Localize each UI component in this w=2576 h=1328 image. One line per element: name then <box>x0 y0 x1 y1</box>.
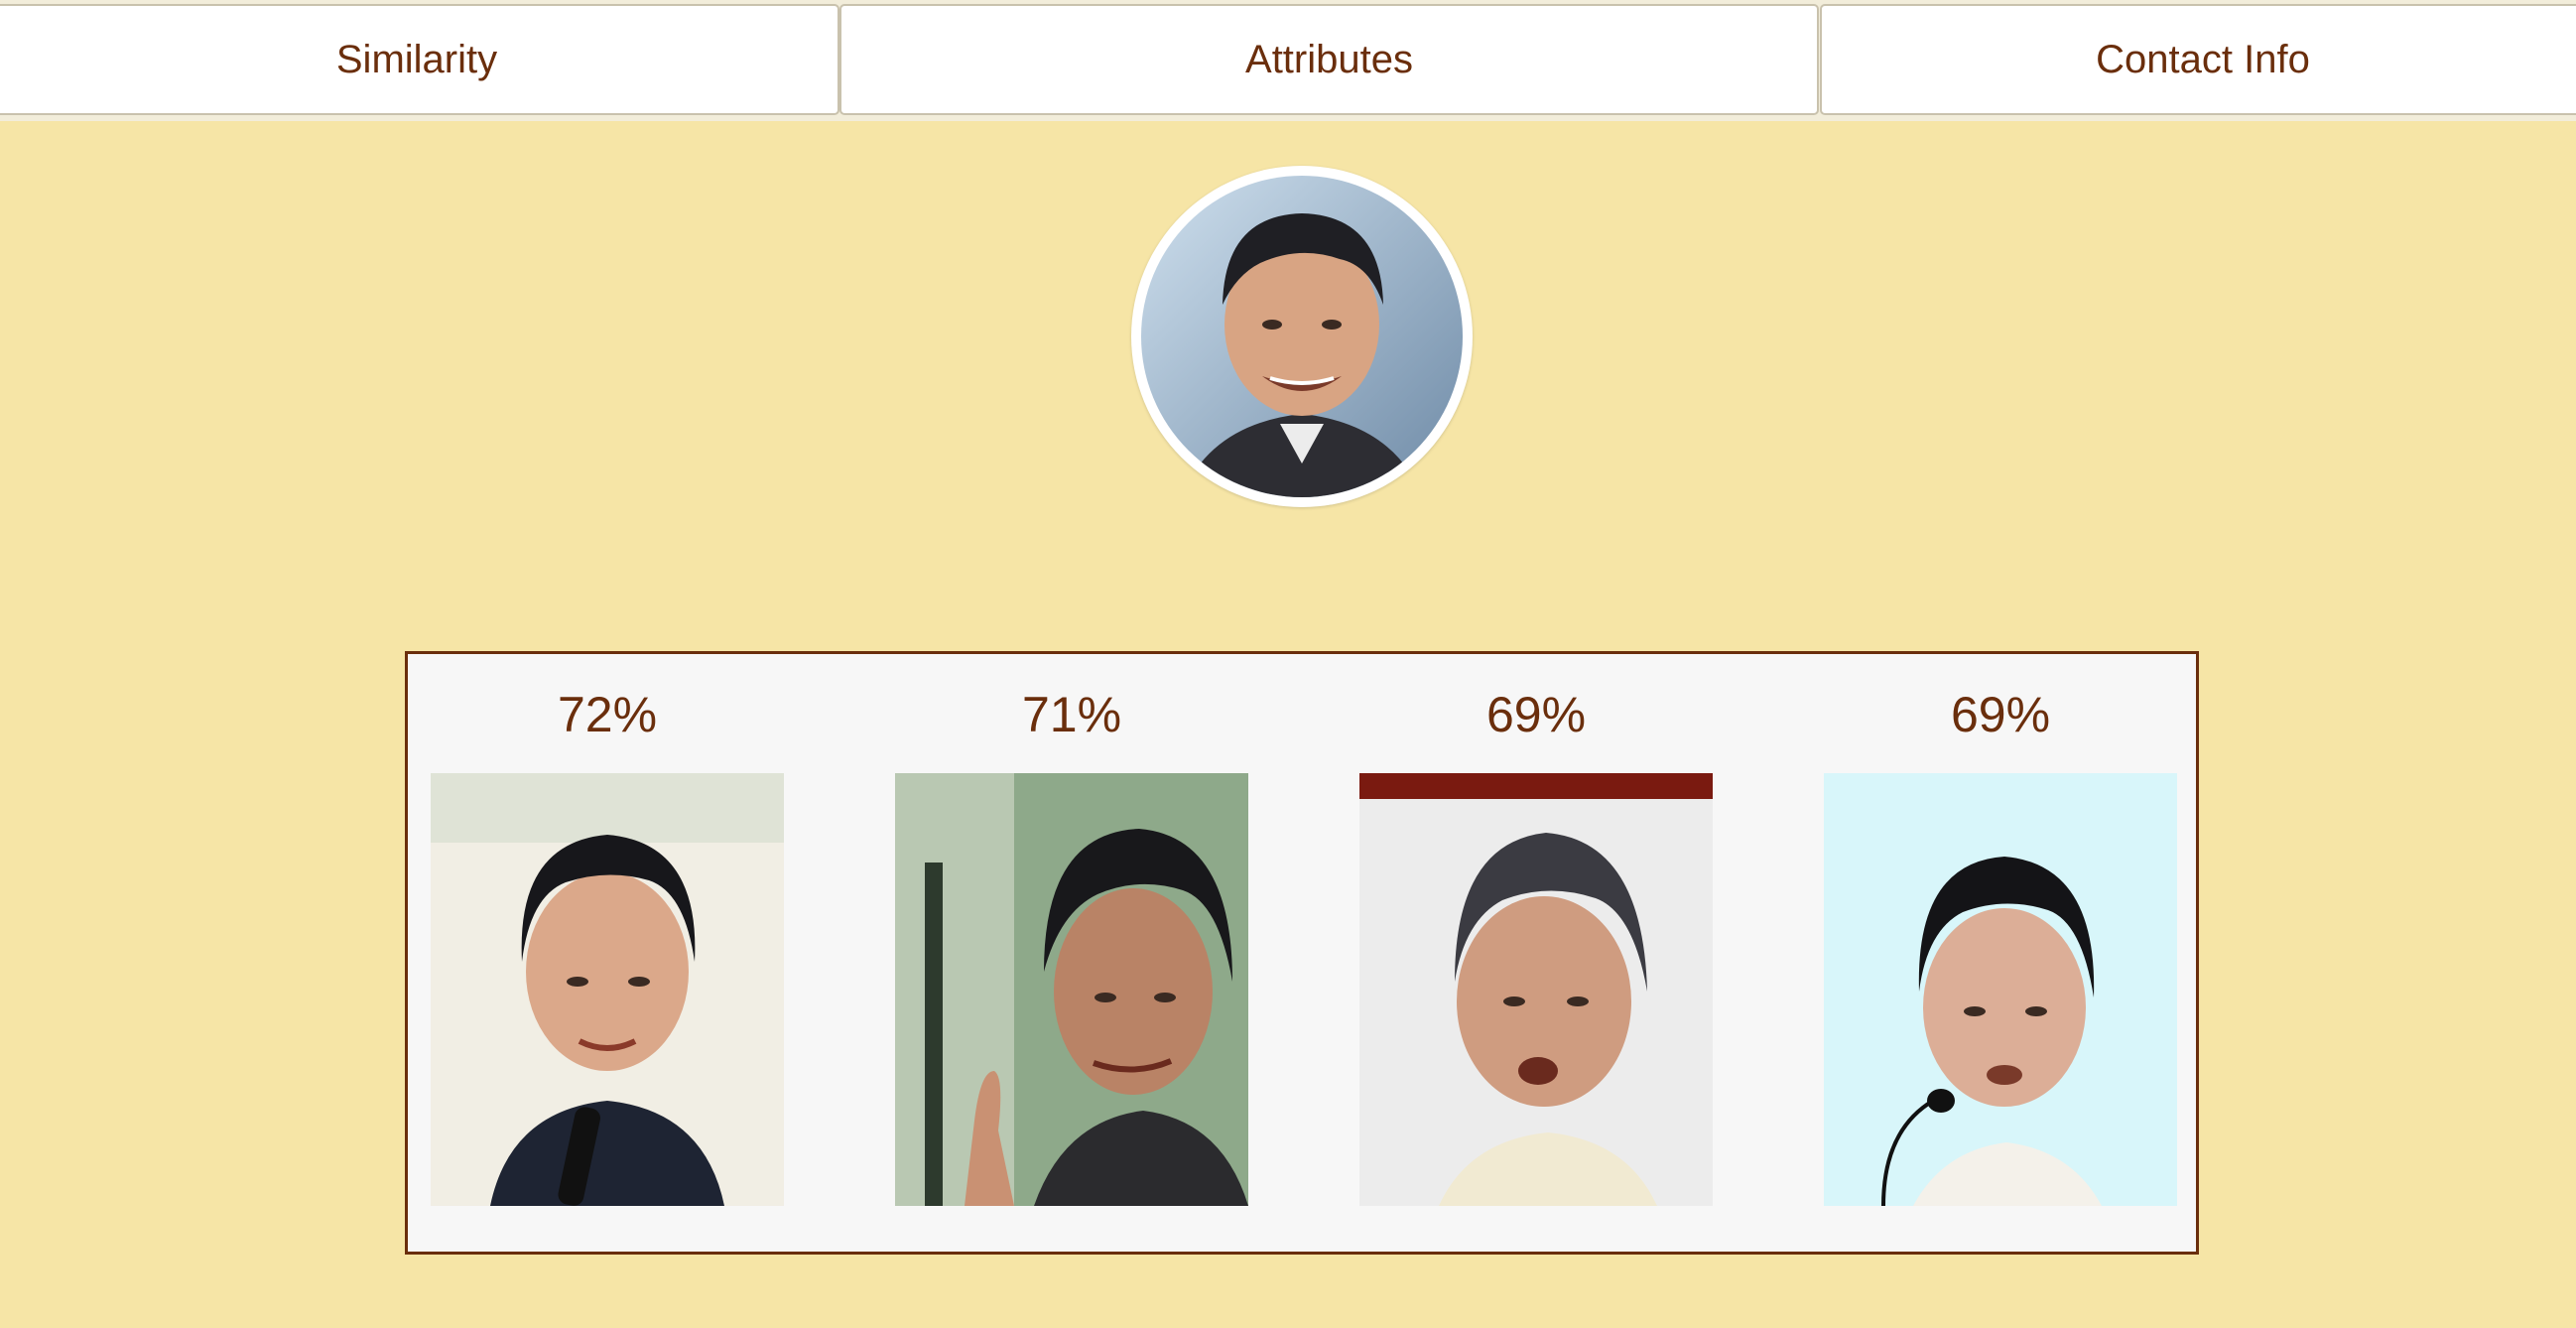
tab-contact-info[interactable]: Contact Info <box>1820 4 2576 115</box>
match-photo[interactable] <box>431 773 784 1206</box>
match-photo[interactable] <box>1359 773 1713 1206</box>
match-score: 69% <box>1485 687 1587 742</box>
match-photo[interactable] <box>1824 773 2177 1206</box>
match-score: 72% <box>557 687 658 742</box>
tab-similarity[interactable]: Similarity <box>0 4 839 115</box>
match-score: 71% <box>1021 687 1122 742</box>
tab-label: Similarity <box>335 37 498 81</box>
person-photo-icon <box>1141 176 1463 497</box>
similarity-results-panel: 72% 71% <box>405 651 2199 1255</box>
profile-avatar <box>1131 166 1473 507</box>
tab-label: Attributes <box>1245 37 1413 81</box>
tab-label: Contact Info <box>2096 37 2310 81</box>
person-photo-icon <box>895 773 1248 1206</box>
person-photo-icon <box>1824 773 2177 1206</box>
match-score: 69% <box>1950 687 2051 742</box>
person-photo-icon <box>431 773 784 1206</box>
match-photo[interactable] <box>895 773 1248 1206</box>
tab-attributes[interactable]: Attributes <box>839 4 1819 115</box>
person-photo-icon <box>1359 773 1713 1206</box>
tab-bar: Similarity Attributes Contact Info <box>0 0 2576 121</box>
